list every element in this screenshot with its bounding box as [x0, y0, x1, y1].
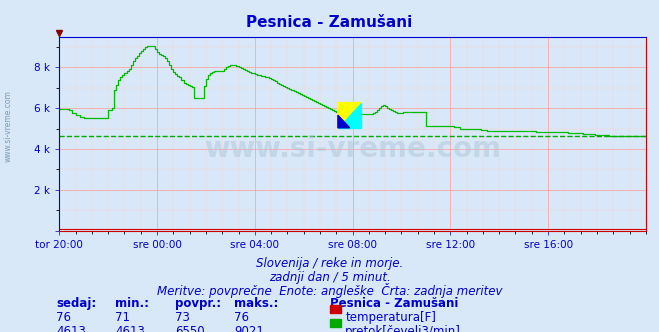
Text: 76: 76: [234, 311, 249, 324]
Text: 9021: 9021: [234, 325, 264, 332]
Text: 76: 76: [56, 311, 71, 324]
Text: www.si-vreme.com: www.si-vreme.com: [3, 90, 13, 162]
Text: temperatura[F]: temperatura[F]: [345, 311, 436, 324]
Text: zadnji dan / 5 minut.: zadnji dan / 5 minut.: [269, 271, 390, 284]
Text: Slovenija / reke in morje.: Slovenija / reke in morje.: [256, 257, 403, 270]
Text: min.:: min.:: [115, 297, 150, 310]
Text: maks.:: maks.:: [234, 297, 278, 310]
Text: 6550: 6550: [175, 325, 204, 332]
Polygon shape: [338, 103, 361, 128]
Text: 73: 73: [175, 311, 190, 324]
Text: povpr.:: povpr.:: [175, 297, 221, 310]
Text: www.si-vreme.com: www.si-vreme.com: [204, 135, 501, 163]
Text: pretok[čevelj3/min]: pretok[čevelj3/min]: [345, 325, 461, 332]
Polygon shape: [338, 115, 350, 128]
Text: Pesnica - Zamušani: Pesnica - Zamušani: [246, 15, 413, 30]
Text: Meritve: povprečne  Enote: angleške  Črta: zadnja meritev: Meritve: povprečne Enote: angleške Črta:…: [157, 283, 502, 298]
Text: 4613: 4613: [115, 325, 145, 332]
Text: 71: 71: [115, 311, 130, 324]
Text: sedaj:: sedaj:: [56, 297, 96, 310]
Text: 4613: 4613: [56, 325, 86, 332]
Polygon shape: [338, 103, 361, 128]
Text: Pesnica - Zamušani: Pesnica - Zamušani: [330, 297, 458, 310]
